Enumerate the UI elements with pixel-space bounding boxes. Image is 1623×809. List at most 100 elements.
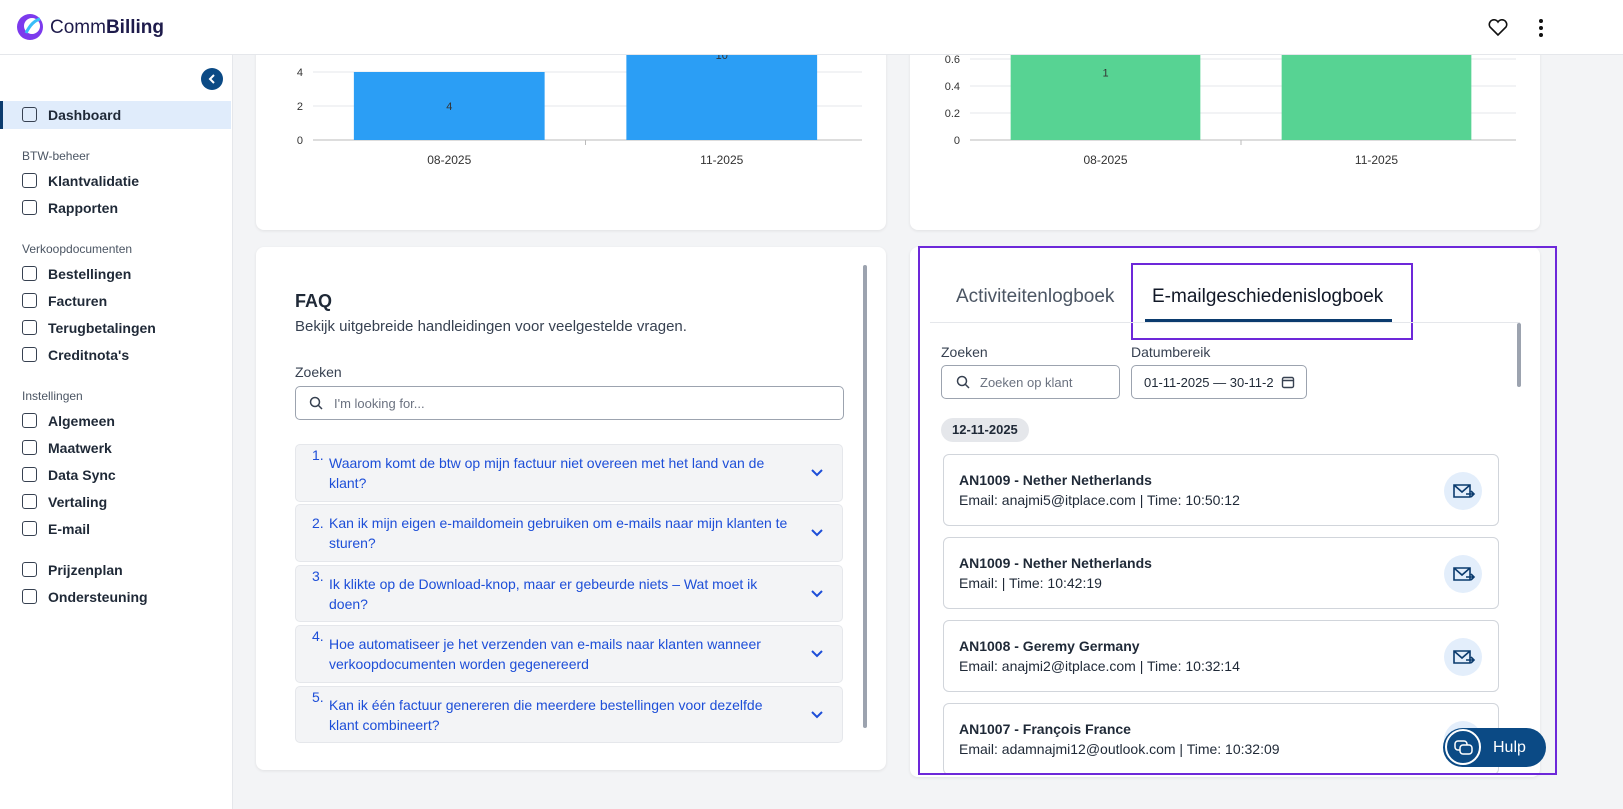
data-label: 1 [1102, 68, 1108, 80]
nav-icon [22, 521, 37, 536]
question-row: 1. Waarom komt de btw op mijn factuur nie… [312, 445, 792, 501]
y-tick-label: 0 [297, 135, 303, 147]
entry-detail: Email: anajmi5@itplace.com | Time: 10:50… [959, 492, 1240, 508]
question-text: Ik klikte op de Download-knop, maar er g… [329, 575, 758, 612]
tab-active[interactable]: E-mailgeschiedenislogboek [1152, 286, 1384, 307]
nav-item[interactable]: Creditnota's [48, 347, 130, 363]
entry-detail: Email: anajmi2@itplace.com | Time: 10:32… [959, 658, 1240, 674]
menu-button[interactable] [1536, 18, 1546, 38]
nav-icon [22, 467, 37, 482]
nav-item[interactable]: Klantvalidatie [48, 173, 140, 189]
question-row: 4. Hoe automatiseer je het verzenden van … [312, 626, 792, 682]
nav-icon [22, 293, 37, 308]
nav-item[interactable]: Facturen [48, 293, 108, 309]
x-tick-label: 11-2025 [1355, 153, 1398, 167]
faq-question[interactable]: 2. Kan ik mijn eigen e-maildomein gebruik… [295, 504, 843, 562]
chevron-path [811, 650, 823, 658]
resend-button[interactable] [1444, 638, 1482, 676]
nav-icon [22, 173, 37, 188]
entry-title: AN1007 - François France [959, 721, 1131, 737]
y-tick-label: 0 [954, 135, 960, 147]
resend-button[interactable] [1444, 472, 1482, 510]
date-label: Datumbereik [1131, 344, 1211, 360]
nav-icon [22, 320, 37, 335]
chart-card: 0 2 4 4 08-2025 10 11-2025 [256, 55, 886, 230]
question-number: 1. [312, 447, 324, 463]
question-row: 3. Ik klikte op de Download-knop, maar er… [312, 566, 792, 621]
faq-question[interactable]: 4. Hoe automatiseer je het verzenden van … [295, 625, 843, 683]
nav-icon [22, 440, 37, 455]
resend-button[interactable] [1444, 555, 1482, 593]
chart: 0 2 4 4 08-2025 10 11-2025 [297, 55, 862, 167]
y-tick-label: 0.4 [945, 81, 960, 93]
nav-icon [22, 494, 37, 509]
entry-title: AN1008 - Geremy Germany [959, 638, 1140, 654]
entry-detail: Email: | Time: 10:42:19 [959, 575, 1102, 591]
entry-title: AN1009 - Nether Netherlands [959, 555, 1152, 571]
help-icon [1445, 729, 1481, 765]
brand-prefix: Comm [50, 17, 106, 38]
faq-search[interactable]: I'm looking for... [295, 386, 844, 420]
nav-item[interactable]: Prijzenplan [48, 562, 123, 578]
y-tick-label: 0.2 [945, 108, 960, 120]
sidebar: Dashboard BTW-beheer Klantvalidatie Rapport… [0, 55, 233, 809]
nav-item[interactable]: Ondersteuning [48, 589, 148, 605]
nav-icon [22, 562, 37, 577]
email-entry: AN1007 - François France Email: adamnajmi… [943, 703, 1499, 773]
nav-item[interactable]: Algemeen [48, 413, 115, 429]
faq-question[interactable]: 3. Ik klikte op de Download-knop, maar er… [295, 565, 843, 622]
nav-item[interactable]: Vertaling [48, 494, 108, 510]
entry-detail: Email: adamnajmi12@outlook.com | Time: 1… [959, 741, 1280, 757]
bar [1281, 55, 1472, 140]
date-value: 01-11-2025 — 30-11-20 [1144, 375, 1274, 390]
collapse-button[interactable] [201, 68, 223, 90]
calendar-icon [1281, 376, 1295, 389]
question-number: 5. [312, 689, 324, 705]
tab-highlight [1131, 263, 1413, 340]
question-text: Waarom komt de btw op mijn factuur niet … [329, 455, 765, 491]
search-label: Zoeken [295, 364, 342, 380]
nav-item[interactable]: E-mail [48, 521, 91, 537]
log-search[interactable]: Zoeken op klant [941, 365, 1120, 399]
favorite-button[interactable] [1488, 19, 1508, 37]
search-label: Zoeken [941, 344, 988, 360]
icon-mail [1453, 650, 1476, 664]
help-button[interactable]: Hulp [1443, 728, 1546, 767]
brand: CommBilling [50, 17, 164, 39]
search-icon [956, 375, 970, 389]
nav-item[interactable]: Dashboard [48, 107, 122, 123]
nav-icon [22, 347, 37, 362]
question-number: 4. [312, 628, 324, 644]
section-title: Verkoopdocumenten [22, 242, 133, 256]
nav-item[interactable]: Bestellingen [48, 266, 132, 282]
bar [1010, 55, 1201, 140]
data-label: 10 [716, 55, 728, 62]
section-title: BTW-beheer [22, 149, 90, 163]
faq-question[interactable]: 1. Waarom komt de btw op mijn factuur nie… [295, 444, 843, 502]
faq-question[interactable]: 5. Kan ik één factuur genereren die meerd… [295, 686, 843, 743]
question-number: 3. [312, 568, 324, 584]
date-range[interactable]: 01-11-2025 — 30-11-20 [1131, 365, 1307, 399]
nav-icon [22, 107, 37, 122]
question-text: Kan ik één factuur genereren die meerder… [329, 696, 763, 733]
bar [626, 55, 818, 140]
nav-item[interactable]: Data Sync [48, 467, 116, 483]
chevron [811, 650, 823, 658]
tab[interactable]: Activiteitenlogboek [956, 286, 1115, 307]
faq-title: FAQ [295, 291, 333, 311]
nav-item[interactable]: Terugbetalingen [48, 320, 156, 336]
icon-mail [1453, 567, 1476, 581]
question-row: 2. Kan ik mijn eigen e-maildomein gebruik… [312, 505, 792, 561]
chevron [811, 529, 823, 537]
nav-item[interactable]: Rapporten [48, 200, 118, 216]
date-group: 12-11-2025 [941, 418, 1029, 442]
search-placeholder: Zoeken op klant [980, 375, 1073, 390]
chevron-path [811, 469, 823, 477]
x-tick-label: 08-2025 [427, 153, 471, 167]
y-tick-label: 0.6 [945, 55, 960, 66]
scrollbar [1517, 323, 1521, 387]
nav-icon [22, 413, 37, 428]
nav-item[interactable]: Maatwerk [48, 440, 112, 456]
email-entry: AN1009 - Nether Netherlands Email: | Time… [943, 537, 1499, 609]
